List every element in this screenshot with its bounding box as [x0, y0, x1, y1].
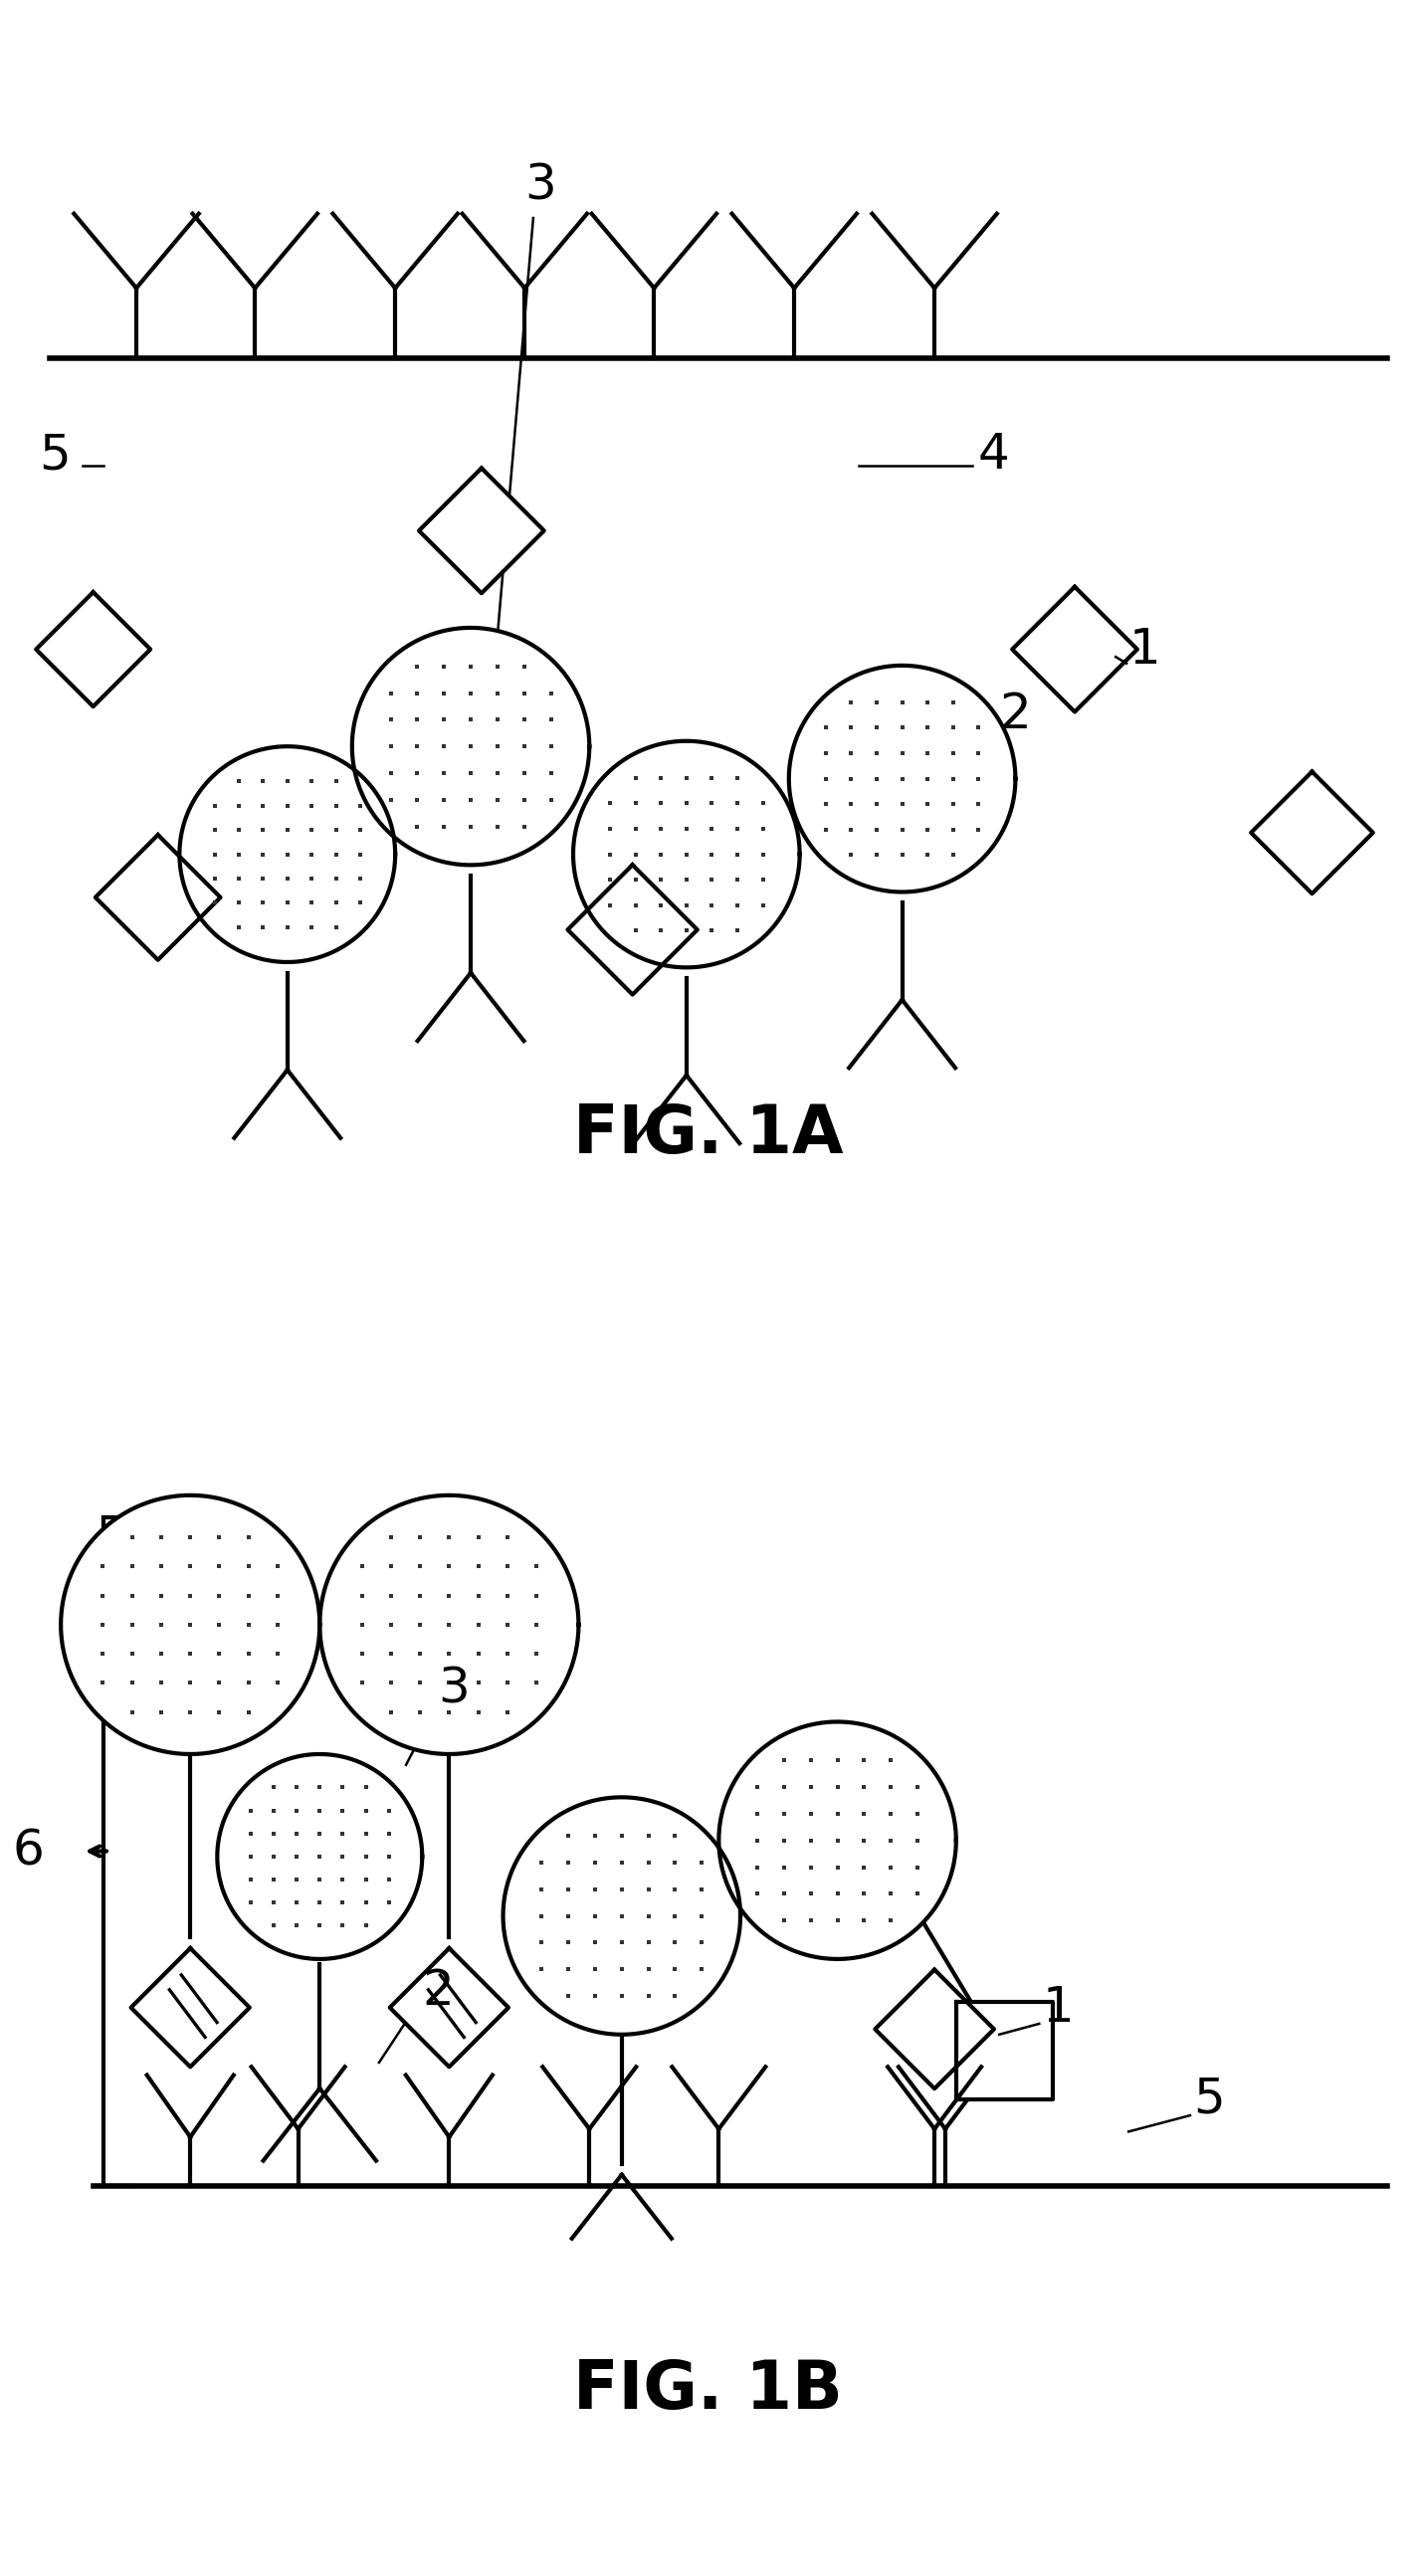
Text: 5: 5 [1194, 2076, 1225, 2123]
Polygon shape [503, 1798, 741, 2035]
Polygon shape [419, 469, 544, 592]
Polygon shape [180, 747, 395, 961]
Polygon shape [130, 1947, 249, 2066]
Text: 3: 3 [525, 162, 556, 209]
Polygon shape [1250, 773, 1374, 894]
Polygon shape [789, 665, 1015, 891]
Text: 6: 6 [13, 1826, 44, 1875]
Text: 1: 1 [1042, 1984, 1073, 2032]
Polygon shape [95, 835, 221, 961]
Text: 2: 2 [422, 1968, 453, 2014]
Polygon shape [1012, 587, 1137, 711]
Polygon shape [875, 1971, 994, 2089]
Polygon shape [568, 866, 697, 994]
Text: 1: 1 [1129, 626, 1160, 672]
Text: 5: 5 [40, 430, 71, 479]
Polygon shape [320, 1494, 579, 1754]
Polygon shape [217, 1754, 422, 1958]
Text: 4: 4 [977, 430, 1010, 479]
Polygon shape [353, 629, 589, 866]
Text: FIG. 1A: FIG. 1A [573, 1103, 843, 1167]
Polygon shape [719, 1721, 956, 1958]
Polygon shape [956, 2002, 1054, 2099]
Text: 2: 2 [1000, 690, 1031, 737]
Polygon shape [573, 742, 800, 969]
Polygon shape [389, 1947, 508, 2066]
Text: FIG. 1B: FIG. 1B [573, 2357, 843, 2424]
Polygon shape [35, 592, 150, 706]
Polygon shape [61, 1494, 320, 1754]
Text: 3: 3 [439, 1667, 470, 1713]
